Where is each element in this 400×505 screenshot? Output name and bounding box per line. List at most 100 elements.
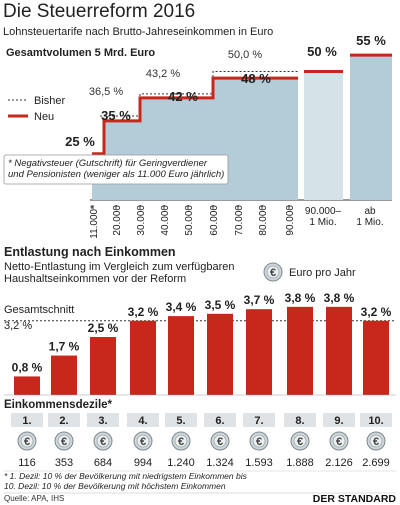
euro-legend-icon-symbol: € — [270, 267, 276, 279]
new-rate-label-2: 35 % — [101, 108, 131, 123]
avg-value-label: 3,2 % — [4, 320, 32, 332]
euro-amount-7: 1.593 — [245, 457, 273, 469]
decile-label-7: 7. — [254, 415, 263, 427]
euro-icon-3-symbol: € — [100, 436, 106, 448]
bar-4 — [130, 320, 156, 395]
x-tick-label-11: ab 1 Mio. — [356, 206, 383, 228]
euro-icon-10-inner — [369, 434, 383, 448]
decile-label-6: 6. — [215, 415, 224, 427]
euro-icon-2: € — [54, 431, 74, 451]
euro-icon-7-symbol: € — [256, 436, 262, 448]
bar-8 — [287, 306, 313, 395]
decile-label-4: 4. — [138, 415, 147, 427]
euro-icon-2-symbol: € — [61, 436, 67, 448]
bar-value-label-3: 2,5 % — [88, 321, 119, 335]
euro-amount-4: 994 — [134, 457, 152, 469]
x-tick-label-6: 60.000 — [209, 205, 220, 236]
euro-icon-5: € — [171, 431, 191, 451]
bar-1 — [14, 376, 40, 395]
x-tick-label-1: 11.000* — [89, 205, 100, 239]
decile-label-1: 1. — [22, 415, 31, 427]
old-rate-label-3: 43,2 % — [146, 68, 180, 80]
decile-label-8: 8. — [295, 415, 304, 427]
x-tick-7: 70.000 — [234, 205, 245, 236]
decile-header-cell-7 — [243, 413, 275, 427]
bar-value-label-1: 0,8 % — [12, 360, 43, 374]
x-tick-label-8: 80.000 — [258, 205, 269, 236]
euro-icon-1-symbol: € — [24, 436, 30, 448]
decile-header-cell-6 — [204, 413, 236, 427]
x-tick-label-4: 40.000 — [160, 205, 171, 236]
euro-amount-1: 116 — [18, 457, 36, 469]
euro-icon-1: € — [17, 431, 37, 451]
x-tick-label-5: 50.000 — [184, 205, 195, 236]
x-tick-1: 11.000* — [89, 205, 100, 239]
page-title: Die Steuerreform 2016 — [3, 1, 196, 22]
x-tick-9: 90.000 — [285, 205, 296, 236]
new-rate-label-3: 42 % — [168, 89, 198, 104]
euro-amount-10: 2.699 — [362, 457, 390, 469]
new-rate-label-1: 25 % — [65, 134, 95, 149]
bar-5 — [168, 316, 194, 395]
chart1-title: Gesamtvolumen 5 Mrd. Euro — [6, 47, 155, 59]
euro-icon-8: € — [290, 431, 310, 451]
x-tick-label-3: 30.000 — [136, 205, 147, 236]
new-rate-label-5: 50 % — [307, 44, 337, 59]
legend-new-label: Neu — [34, 111, 54, 123]
page-subtitle: Lohnsteuertarife nach Brutto-Jahreseinko… — [3, 26, 274, 38]
x-tick-4: 40.000 — [160, 205, 171, 236]
legend-old-label: Bisher — [34, 95, 66, 107]
euro-amount-5: 1.240 — [167, 457, 195, 469]
bar-3 — [90, 337, 116, 395]
decile-header-cell-1 — [11, 413, 43, 427]
euro-icon-8-symbol: € — [297, 436, 303, 448]
euro-icon-6-inner — [213, 434, 227, 448]
decile-label-2: 2. — [59, 415, 68, 427]
bar-value-label-4: 3,2 % — [128, 305, 159, 319]
footnote-box — [3, 154, 229, 185]
new-rate-line — [92, 76, 298, 156]
old-rate-label-4: 50,0 % — [228, 49, 262, 61]
bar-value-label-2: 1,7 % — [49, 340, 80, 354]
euro-icon-9-symbol: € — [336, 436, 342, 448]
euro-icon-5-inner — [174, 434, 188, 448]
footnote-1-text: * Negativsteuer (Gutschrift) für Geringv… — [8, 158, 224, 180]
decile-label-5: 5. — [176, 415, 185, 427]
euro-icon-2-inner — [57, 434, 71, 448]
euro-legend-label: Euro pro Jahr — [289, 267, 356, 279]
euro-icon-4-symbol: € — [140, 436, 146, 448]
bar-6 — [207, 313, 233, 395]
euro-amount-8: 1.888 — [286, 457, 314, 469]
bar-value-label-9: 3,8 % — [324, 291, 355, 305]
bar-value-label-8: 3,8 % — [285, 291, 316, 305]
euro-icon-3: € — [93, 431, 113, 451]
euro-icon-4-inner — [136, 434, 150, 448]
euro-icon-7: € — [249, 431, 269, 451]
avg-label: Gesamtschnitt — [4, 304, 74, 316]
euro-icon-7-inner — [252, 434, 266, 448]
euro-icon-6: € — [210, 431, 230, 451]
euro-icon-9-inner — [332, 434, 346, 448]
bar-9 — [326, 306, 352, 395]
euro-icon-10: € — [366, 431, 386, 451]
euro-amount-6: 1.324 — [206, 457, 234, 469]
x-tick-6: 60.000 — [209, 205, 220, 236]
x-tick-3: 30.000 — [136, 205, 147, 236]
decile-header-cell-8 — [284, 413, 316, 427]
decile-header-cell-3 — [87, 413, 119, 427]
bar-value-label-5: 3,4 % — [166, 300, 197, 314]
chart2-subtitle: Netto-Entlastung im Vergleich zum verfüg… — [4, 261, 235, 285]
x-tick-5: 50.000 — [184, 205, 195, 236]
decile-label-9: 9. — [334, 415, 343, 427]
bar-value-label-10: 3,2 % — [361, 305, 392, 319]
new-rate-label-4: 48 % — [241, 71, 271, 86]
decile-header-cell-10 — [360, 413, 392, 427]
tax-band-6 — [350, 55, 392, 200]
decile-title: Einkommensdezile* — [4, 399, 113, 411]
old-rate-line — [100, 71, 298, 117]
decile-label-10: 10. — [368, 415, 383, 427]
x-tick-label-2: 20.000 — [112, 205, 123, 236]
bar-2 — [51, 355, 77, 395]
